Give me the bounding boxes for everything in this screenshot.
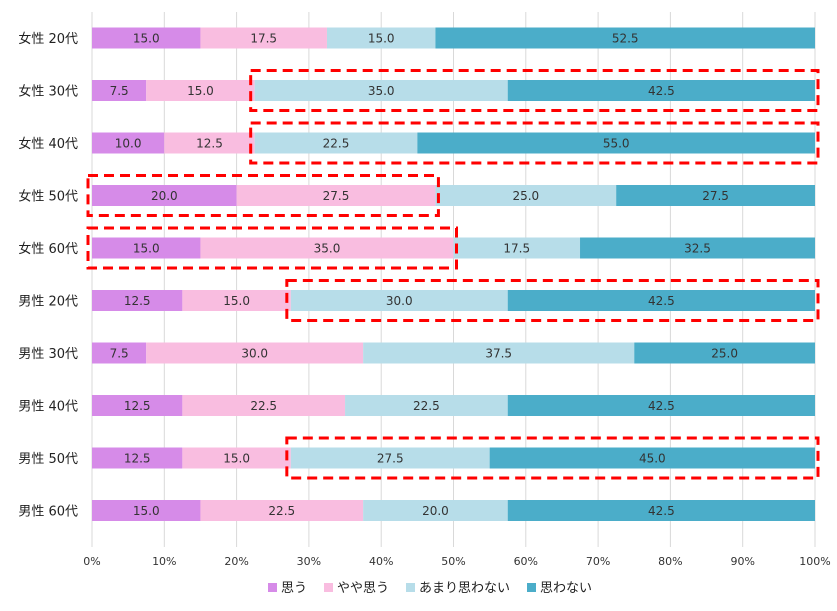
legend-label: やや思う [337,581,389,596]
x-tick-label: 50% [441,555,465,568]
category-label: 女性 20代 [18,31,78,47]
data-label: 32.5 [684,242,711,256]
data-label: 15.0 [187,84,214,98]
x-tick-label: 20% [224,555,248,568]
data-label: 17.5 [250,32,277,46]
legend-swatch [406,583,415,592]
data-label: 10.0 [115,137,142,151]
data-label: 30.0 [241,347,268,361]
x-tick-label: 70% [586,555,610,568]
x-tick-labels: 0% 10% 20% 30% 40% 50% 60% 70% 80% 90% 100% [83,555,830,568]
data-label: 22.5 [268,504,295,518]
data-label: 12.5 [124,294,151,308]
data-label: 12.5 [124,452,151,466]
legend: 思う やや思う あまり思わない 思わない [268,581,592,596]
data-label: 27.5 [702,189,729,203]
category-label: 女性 60代 [18,241,78,257]
data-label: 25.0 [512,189,539,203]
data-label: 27.5 [323,189,350,203]
data-label: 42.5 [648,399,675,413]
x-tick-label: 40% [369,555,393,568]
data-label: 22.5 [323,137,350,151]
data-label: 30.0 [386,294,413,308]
data-label: 22.5 [250,399,277,413]
data-label: 42.5 [648,84,675,98]
category-label: 男性 60代 [18,505,78,520]
x-tick-label: 100% [799,555,830,568]
category-label: 男性 30代 [18,347,78,362]
legend-label: あまり思わない [419,581,510,596]
data-label: 22.5 [413,399,440,413]
data-label: 25.0 [711,347,738,361]
data-label: 15.0 [133,242,160,256]
category-label: 女性 40代 [18,136,78,152]
data-label: 7.5 [110,347,129,361]
x-tick-label: 60% [514,555,538,568]
category-label: 男性 20代 [18,295,78,310]
category-label: 女性 30代 [18,84,78,100]
data-label: 55.0 [603,137,630,151]
category-label: 男性 40代 [18,400,78,415]
category-label: 男性 50代 [18,452,78,467]
data-label: 35.0 [368,84,395,98]
data-label: 52.5 [612,32,639,46]
data-label: 17.5 [503,242,530,256]
data-label: 15.0 [223,452,250,466]
legend-swatch [268,583,277,592]
data-label: 15.0 [368,32,395,46]
data-label: 42.5 [648,294,675,308]
data-label: 20.0 [151,189,178,203]
data-label: 15.0 [223,294,250,308]
data-label: 12.5 [124,399,151,413]
legend-label: 思わない [540,581,592,596]
data-label: 12.5 [196,137,223,151]
x-tick-label: 0% [83,555,100,568]
data-label: 15.0 [133,32,160,46]
data-label: 15.0 [133,504,160,518]
data-label: 27.5 [377,452,404,466]
data-label: 37.5 [485,347,512,361]
category-label: 女性 50代 [18,189,78,205]
x-tick-label: 80% [658,555,682,568]
data-label: 35.0 [314,242,341,256]
legend-label: 思う [281,581,307,596]
x-tick-label: 30% [297,555,321,568]
legend-swatch [527,583,536,592]
x-tick-label: 90% [730,555,754,568]
data-label: 45.0 [639,452,666,466]
x-tick-label: 10% [152,555,176,568]
legend-swatch [324,583,333,592]
data-label: 7.5 [110,84,129,98]
data-label: 20.0 [422,504,449,518]
data-label: 42.5 [648,504,675,518]
